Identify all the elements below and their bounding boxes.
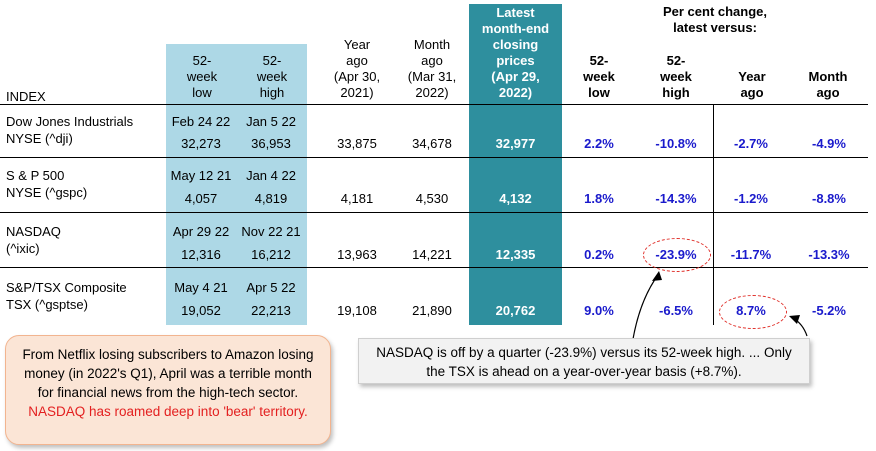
header-pct-month-ago: Month ago bbox=[808, 69, 848, 100]
low-value: 32,273 bbox=[181, 136, 221, 151]
pct-52-week-high: -6.5% bbox=[659, 303, 693, 318]
header-52-week-high: 52- week high bbox=[256, 53, 288, 100]
pct-52-week-low: 2.2% bbox=[584, 136, 614, 151]
pct-52-week-high: -10.8% bbox=[655, 136, 697, 151]
index-name: S&P/TSX Composite TSX (^gsptse) bbox=[6, 280, 127, 312]
low-value: 12,316 bbox=[181, 247, 221, 262]
high-value: 36,953 bbox=[251, 136, 291, 151]
latest-value: 32,977 bbox=[495, 136, 536, 151]
low-date: May 12 21 bbox=[170, 168, 232, 183]
pct-month-ago: -13.3% bbox=[808, 247, 850, 262]
pct-year-ago: -2.7% bbox=[734, 136, 768, 151]
month-ago-value: 21,890 bbox=[412, 303, 452, 318]
latest-column-background bbox=[469, 4, 562, 325]
pct-52-week-low: 9.0% bbox=[584, 303, 614, 318]
percent-section-divider bbox=[713, 104, 714, 325]
header-pct-year-ago: Year ago bbox=[738, 69, 766, 100]
latest-value: 4,132 bbox=[499, 191, 532, 206]
pct-month-ago: -4.9% bbox=[812, 136, 846, 151]
row-divider bbox=[0, 157, 868, 158]
header-pct-52-week-high: 52- week high bbox=[660, 53, 692, 100]
nasdaq-52-week-high-highlight bbox=[643, 238, 711, 272]
pct-year-ago: -11.7% bbox=[730, 247, 772, 262]
tsx-year-ago-highlight bbox=[719, 295, 787, 329]
low-value: 19,052 bbox=[181, 303, 221, 318]
pct-month-ago: -5.2% bbox=[812, 303, 846, 318]
index-name: S & P 500 NYSE (^gspc) bbox=[6, 168, 88, 200]
left-commentary-note: From Netflix losing subscribers to Amazo… bbox=[5, 335, 331, 445]
header-month-ago: Month ago (Mar 31, 2022) bbox=[407, 37, 457, 100]
low-value: 4,057 bbox=[184, 191, 218, 206]
high-date: Nov 22 21 bbox=[241, 224, 301, 239]
right-note-text: NASDAQ is off by a quarter (-23.9%) vers… bbox=[376, 345, 792, 379]
header-percent-change-group: Per cent change, latest versus: bbox=[662, 4, 768, 35]
arrow-head-nasdaq bbox=[652, 271, 662, 281]
arrow-head-tsx bbox=[789, 315, 800, 324]
header-52-week-low: 52- week low bbox=[186, 53, 218, 100]
arrow-to-nasdaq-highlight bbox=[632, 274, 659, 340]
high-date: Jan 5 22 bbox=[246, 114, 296, 129]
index-name: Dow Jones Industrials NYSE (^dji) bbox=[6, 114, 134, 146]
header-year-ago: Year ago (Apr 30, 2021) bbox=[333, 37, 381, 100]
pct-month-ago: -8.8% bbox=[812, 191, 846, 206]
index-name: NASDAQ (^ixic) bbox=[6, 224, 61, 256]
year-ago-value: 33,875 bbox=[337, 136, 377, 151]
right-commentary-note: NASDAQ is off by a quarter (-23.9%) vers… bbox=[358, 338, 810, 384]
high-value: 4,819 bbox=[254, 191, 288, 206]
low-high-column-background bbox=[166, 44, 307, 325]
high-date: Jan 4 22 bbox=[246, 168, 296, 183]
year-ago-value: 13,963 bbox=[337, 247, 377, 262]
high-value: 22,213 bbox=[251, 303, 291, 318]
low-date: Feb 24 22 bbox=[171, 114, 231, 129]
pct-52-week-low: 1.8% bbox=[584, 191, 614, 206]
header-latest-prices: Latest month-end closing prices (Apr 29, 2022… bbox=[481, 5, 550, 100]
row-divider bbox=[0, 267, 868, 268]
pct-year-ago: -1.2% bbox=[734, 191, 768, 206]
left-note-highlight: NASDAQ has roamed deep into 'bear' terri… bbox=[28, 404, 308, 419]
low-date: Apr 29 22 bbox=[172, 224, 230, 239]
latest-value: 12,335 bbox=[495, 247, 536, 262]
high-date: Apr 5 22 bbox=[246, 280, 296, 295]
header-pct-52-week-low: 52- week low bbox=[583, 53, 615, 100]
high-value: 16,212 bbox=[251, 247, 291, 262]
pct-52-week-high: -14.3% bbox=[655, 191, 697, 206]
left-note-text: From Netflix losing subscribers to Amazo… bbox=[22, 347, 314, 400]
year-ago-value: 19,108 bbox=[337, 303, 377, 318]
pct-52-week-low: 0.2% bbox=[584, 247, 614, 262]
low-date: May 4 21 bbox=[174, 280, 228, 295]
year-ago-value: 4,181 bbox=[340, 191, 374, 206]
row-divider bbox=[0, 212, 868, 213]
month-ago-value: 34,678 bbox=[412, 136, 452, 151]
month-ago-value: 4,530 bbox=[415, 191, 449, 206]
row-divider bbox=[0, 104, 868, 105]
header-index: INDEX bbox=[6, 89, 46, 104]
latest-value: 20,762 bbox=[495, 303, 536, 318]
month-ago-value: 14,221 bbox=[412, 247, 452, 262]
